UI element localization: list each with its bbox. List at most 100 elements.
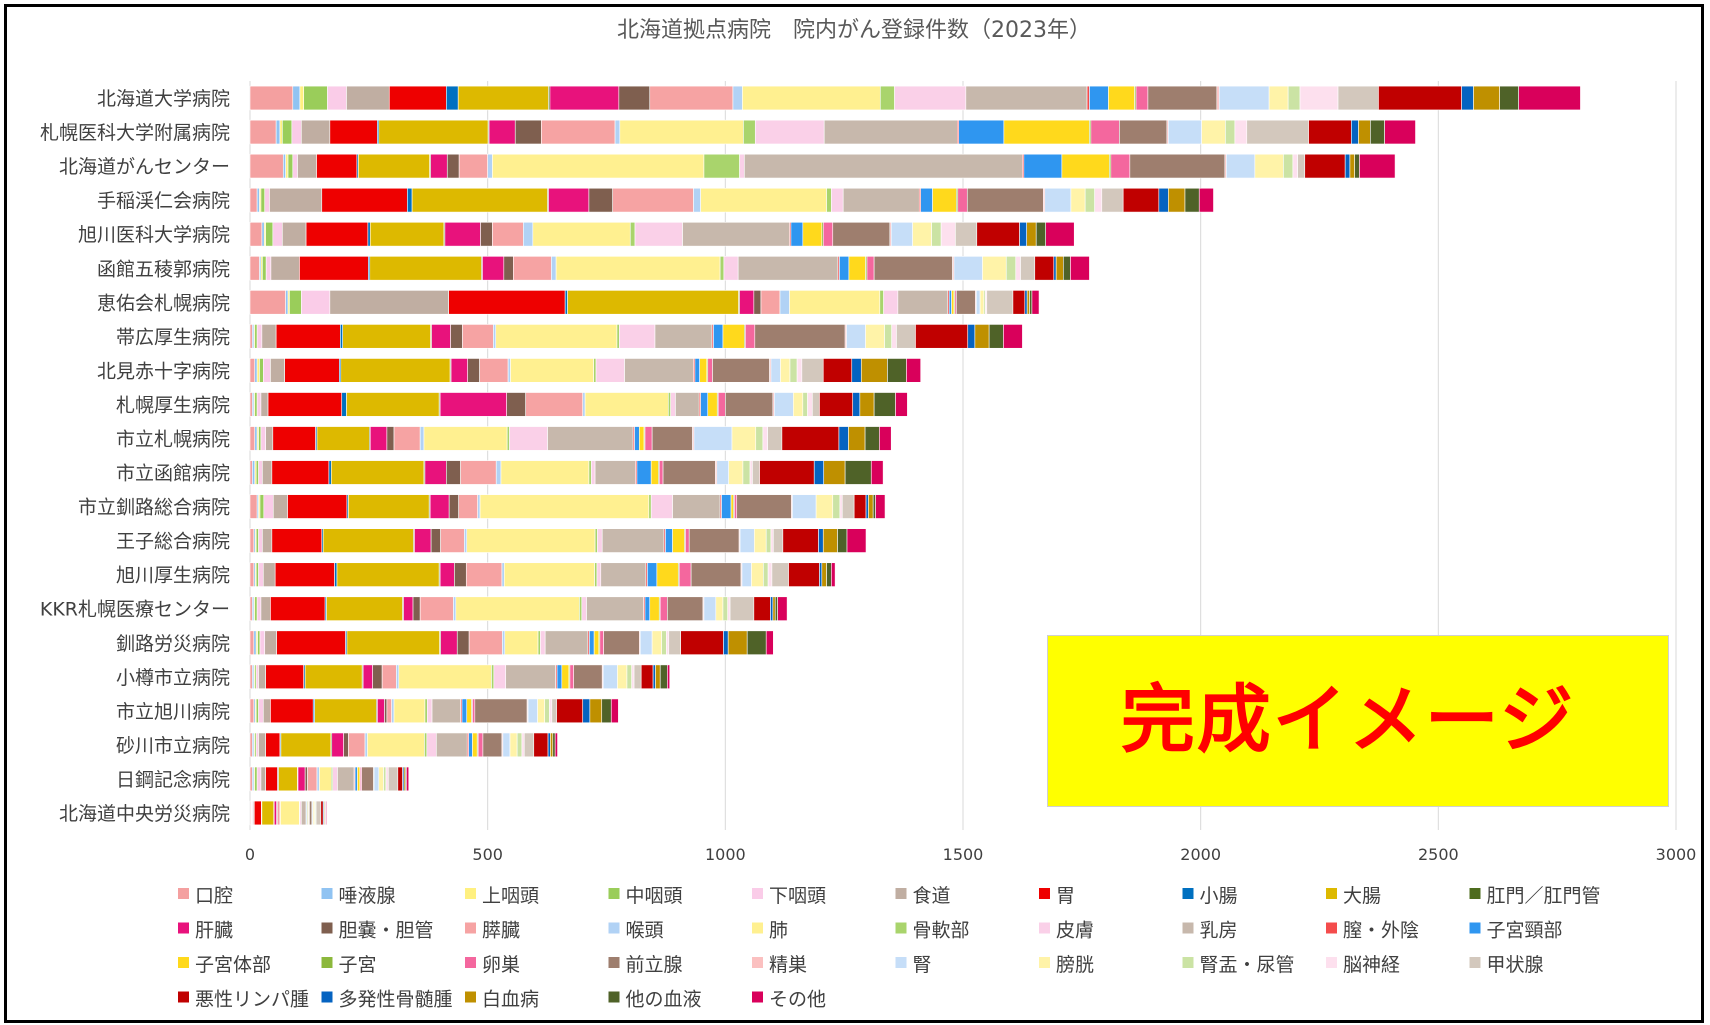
bar-segment [393,426,421,451]
bar-segment [741,562,752,587]
bar-segment [381,664,397,690]
bar-segment [256,187,260,213]
bar-segment [716,460,729,485]
category-label: 帯広厚生病院 [116,326,230,348]
bar-segment [897,290,949,315]
bar-segment [725,392,774,417]
bar-segment [1062,256,1071,281]
bar-segment [906,358,921,383]
bar-segment [821,562,827,587]
bar-segment [462,324,494,349]
bar-segment [773,528,784,553]
bar-segment [315,800,322,826]
bar-segment [482,256,505,281]
legend-label: 子宮体部 [195,954,271,976]
legend-swatch [895,922,907,934]
bar-segment [256,766,262,792]
bar-segment [431,324,451,349]
bar-segment [378,766,384,792]
bar-segment [378,119,489,145]
bar-segment [1370,119,1385,145]
bar-segment [414,528,432,553]
legend-label: 白血病 [482,989,539,1011]
bar-segment [868,494,874,519]
bar-segment [1218,85,1270,111]
bar-segment [588,187,613,213]
bar-segment [842,187,920,213]
bar-segment [424,698,428,724]
legend-label: 多発性骨髄腫 [339,989,453,1011]
bar-segment [502,630,506,655]
bar-segment [256,596,262,621]
bar-segment [307,766,318,792]
bar-segment [282,153,286,179]
bar-segment [446,153,460,179]
bar-segment [403,596,414,621]
bar-segment [727,596,731,621]
bar-segment [322,528,414,553]
bar-segment [1094,187,1103,213]
bar-segment [249,766,253,792]
bar-segment [396,664,400,690]
bar-segment [468,732,473,758]
bar-segment [1012,290,1026,315]
bar-segment [614,119,621,145]
bar-segment [385,766,389,792]
bar-segment [618,85,651,111]
legend-label: 腎 [913,954,932,976]
bar-segment [348,732,366,758]
bar-segment [503,256,514,281]
bar-segment [703,153,740,179]
bar-segment [448,494,459,519]
bars [249,85,1581,826]
bar-segment [1354,153,1360,179]
bar-segment [846,324,866,349]
category-labels: 北海道大学病院札幌医科大学附属病院北海道がんセンター手稲渓仁会病院旭川医科大学病… [40,88,230,825]
bar-segment [367,221,371,247]
bar-segment [755,426,764,451]
legend-swatch [895,957,907,968]
bar-segment [883,290,899,315]
bar-segment [369,221,445,247]
bar-segment [715,596,724,621]
bar-segment [525,392,584,417]
bar-segment [509,426,548,451]
bar-segment [316,426,370,451]
bar-segment [1020,256,1036,281]
bar-segment [291,119,302,145]
bar-segment [979,290,985,315]
bar-segment [760,290,781,315]
bar-segment [504,630,539,655]
bar-segment [326,596,403,621]
bar-segment [377,698,385,724]
bar-segment [1045,221,1075,247]
legend-swatch [321,957,333,968]
bar-segment [633,664,642,690]
bar-segment [537,698,546,724]
bar-segment [391,698,395,724]
bar-segment [656,562,679,587]
bar-segment [388,766,399,792]
bar-segment [567,290,739,315]
legend-swatch [608,922,620,934]
bar-segment [667,664,671,690]
bar-segment [1461,85,1474,111]
bar-segment [734,494,738,519]
bar-segment [1499,85,1519,111]
bar-segment [263,562,276,587]
bar-segment [818,528,824,553]
chart-frame: 北海道拠点病院 院内がん登録件数（2023年） 北海道大学病院 札幌医科大学附属病… [4,4,1704,1023]
bar-segment [544,630,589,655]
bar-segment [1378,85,1462,111]
bar-segment [749,460,753,485]
bar-segment [581,596,587,621]
bar-segment [510,358,594,383]
legend-label: 肝臓 [195,920,233,942]
bar-segment [651,426,693,451]
bar-segment [953,256,983,281]
bar-segment [1225,119,1236,145]
bar-segment [659,596,668,621]
bar-segment [444,221,481,247]
bar-segment [948,290,952,315]
legend-swatch [178,991,189,1003]
